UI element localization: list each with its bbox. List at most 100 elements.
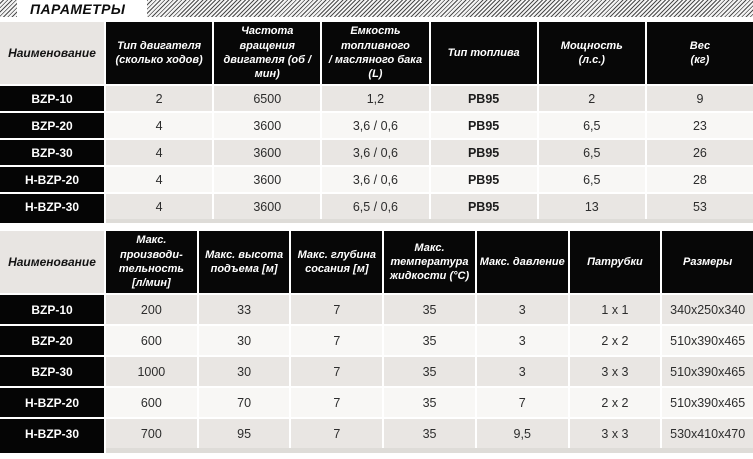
value-cell: 3,6 / 0,6 <box>322 113 429 138</box>
table-row: H-BZP-30 700 95 7 35 9,5 3 x 3 530x410x4… <box>0 419 753 448</box>
value-cell: 6500 <box>214 86 321 111</box>
fuel-type-cell: PB95 <box>430 86 537 111</box>
row-name-cell: BZP-30 <box>0 357 104 386</box>
value-cell: 4 <box>106 140 213 165</box>
table-row: H-BZP-20 600 70 7 35 7 2 x 2 510x390x465 <box>0 388 753 417</box>
row-name-cell: BZP-30 <box>0 140 104 165</box>
value-cell: 200 <box>106 295 197 324</box>
dimensions-cell: 340x250x340 <box>662 295 753 324</box>
value-cell: 7 <box>291 295 383 324</box>
hatch-pattern-bar: ПАРАМЕТРЫ <box>0 0 753 17</box>
value-cell: 7 <box>291 326 383 355</box>
value-cell: 3600 <box>214 113 321 138</box>
value-cell: 53 <box>646 194 753 219</box>
value-cell: 3 x 3 <box>569 419 661 448</box>
value-cell: 7 <box>291 419 383 448</box>
column-header-tank-capacity: Емкость топливного / масляного бака (L) <box>322 22 429 84</box>
column-header-name: Наименование <box>0 22 104 84</box>
column-header-fuel-type: Тип топлива <box>430 22 537 84</box>
table-row: BZP-30 1000 30 7 35 3 3 x 3 510x390x465 <box>0 357 753 386</box>
value-cell: 4 <box>106 194 213 219</box>
value-cell: 3600 <box>214 167 321 192</box>
row-name-cell: BZP-20 <box>0 113 104 138</box>
column-header-max-pressure: Макс. давление <box>476 231 568 293</box>
row-name-cell: BZP-10 <box>0 86 104 111</box>
value-cell: 7 <box>291 388 383 417</box>
table-row: H-BZP-30 4 3600 6,5 / 0,6 PB95 13 53 <box>0 194 753 219</box>
value-cell: 1 x 1 <box>569 295 661 324</box>
fuel-type-cell: PB95 <box>430 113 537 138</box>
value-cell: 7 <box>476 388 568 417</box>
value-cell: 3600 <box>214 194 321 219</box>
table-header-row: Наименование Тип двигателя (сколько ходо… <box>0 22 753 84</box>
value-cell: 9,5 <box>476 419 568 448</box>
table-row: BZP-20 600 30 7 35 3 2 x 2 510x390x465 <box>0 326 753 355</box>
column-header-name: Наименование <box>0 231 104 293</box>
value-cell: 3 <box>476 326 568 355</box>
dimensions-cell: 510x390x465 <box>662 388 753 417</box>
value-cell: 3600 <box>214 140 321 165</box>
value-cell: 1,2 <box>322 86 429 111</box>
column-header-ports: Патрубки <box>569 231 661 293</box>
table-row: BZP-10 200 33 7 35 3 1 x 1 340x250x340 <box>0 295 753 324</box>
value-cell: 35 <box>384 419 475 448</box>
table-bottom-edge <box>106 219 753 223</box>
row-name-cell: BZP-20 <box>0 326 104 355</box>
name-column-stub <box>0 219 104 223</box>
row-name-cell: H-BZP-30 <box>0 419 104 448</box>
value-cell: 6,5 / 0,6 <box>322 194 429 219</box>
value-cell: 6,5 <box>538 113 645 138</box>
column-header-max-output: Макс. производи- тельность [л/мин] <box>106 231 197 293</box>
table-row: BZP-10 2 6500 1,2 PB95 2 9 <box>0 86 753 111</box>
row-name-cell: H-BZP-20 <box>0 167 104 192</box>
fuel-type-cell: PB95 <box>430 194 537 219</box>
column-header-max-suction-depth: Макс. глубина сосания [м] <box>291 231 383 293</box>
value-cell: 3 <box>476 357 568 386</box>
dimensions-cell: 530x410x470 <box>662 419 753 448</box>
value-cell: 4 <box>106 113 213 138</box>
value-cell: 28 <box>646 167 753 192</box>
table-row: BZP-30 4 3600 3,6 / 0,6 PB95 6,5 26 <box>0 140 753 165</box>
column-header-engine-type: Тип двигателя (сколько ходов) <box>106 22 213 84</box>
value-cell: 2 <box>106 86 213 111</box>
value-cell: 600 <box>106 326 197 355</box>
table-footer-strip <box>0 219 753 223</box>
value-cell: 2 <box>538 86 645 111</box>
table-header-row: Наименование Макс. производи- тельность … <box>0 231 753 293</box>
column-header-max-liquid-temp: Макс. температура жидкости (°C) <box>384 231 475 293</box>
table-row: H-BZP-20 4 3600 3,6 / 0,6 PB95 6,5 28 <box>0 167 753 192</box>
table-row: BZP-20 4 3600 3,6 / 0,6 PB95 6,5 23 <box>0 113 753 138</box>
column-header-power: Мощность (л.с.) <box>538 22 645 84</box>
value-cell: 35 <box>384 295 475 324</box>
value-cell: 13 <box>538 194 645 219</box>
fuel-type-cell: PB95 <box>430 167 537 192</box>
value-cell: 3,6 / 0,6 <box>322 167 429 192</box>
table-bottom-edge <box>106 448 753 453</box>
row-name-cell: H-BZP-20 <box>0 388 104 417</box>
row-name-cell: BZP-10 <box>0 295 104 324</box>
dimensions-cell: 510x390x465 <box>662 326 753 355</box>
row-name-cell: H-BZP-30 <box>0 194 104 219</box>
value-cell: 3,6 / 0,6 <box>322 140 429 165</box>
value-cell: 95 <box>198 419 290 448</box>
value-cell: 35 <box>384 357 475 386</box>
value-cell: 600 <box>106 388 197 417</box>
name-column-stub <box>0 448 104 453</box>
value-cell: 6,5 <box>538 140 645 165</box>
value-cell: 70 <box>198 388 290 417</box>
value-cell: 9 <box>646 86 753 111</box>
dimensions-cell: 510x390x465 <box>662 357 753 386</box>
table-footer-strip <box>0 448 753 453</box>
page-title: ПАРАМЕТРЫ <box>30 0 126 17</box>
value-cell: 30 <box>198 357 290 386</box>
column-header-max-lift-height: Макс. высота подъема [м] <box>198 231 290 293</box>
column-header-dimensions: Размеры <box>662 231 753 293</box>
value-cell: 2 x 2 <box>569 326 661 355</box>
value-cell: 700 <box>106 419 197 448</box>
value-cell: 3 x 3 <box>569 357 661 386</box>
value-cell: 4 <box>106 167 213 192</box>
value-cell: 3 <box>476 295 568 324</box>
value-cell: 7 <box>291 357 383 386</box>
value-cell: 2 x 2 <box>569 388 661 417</box>
